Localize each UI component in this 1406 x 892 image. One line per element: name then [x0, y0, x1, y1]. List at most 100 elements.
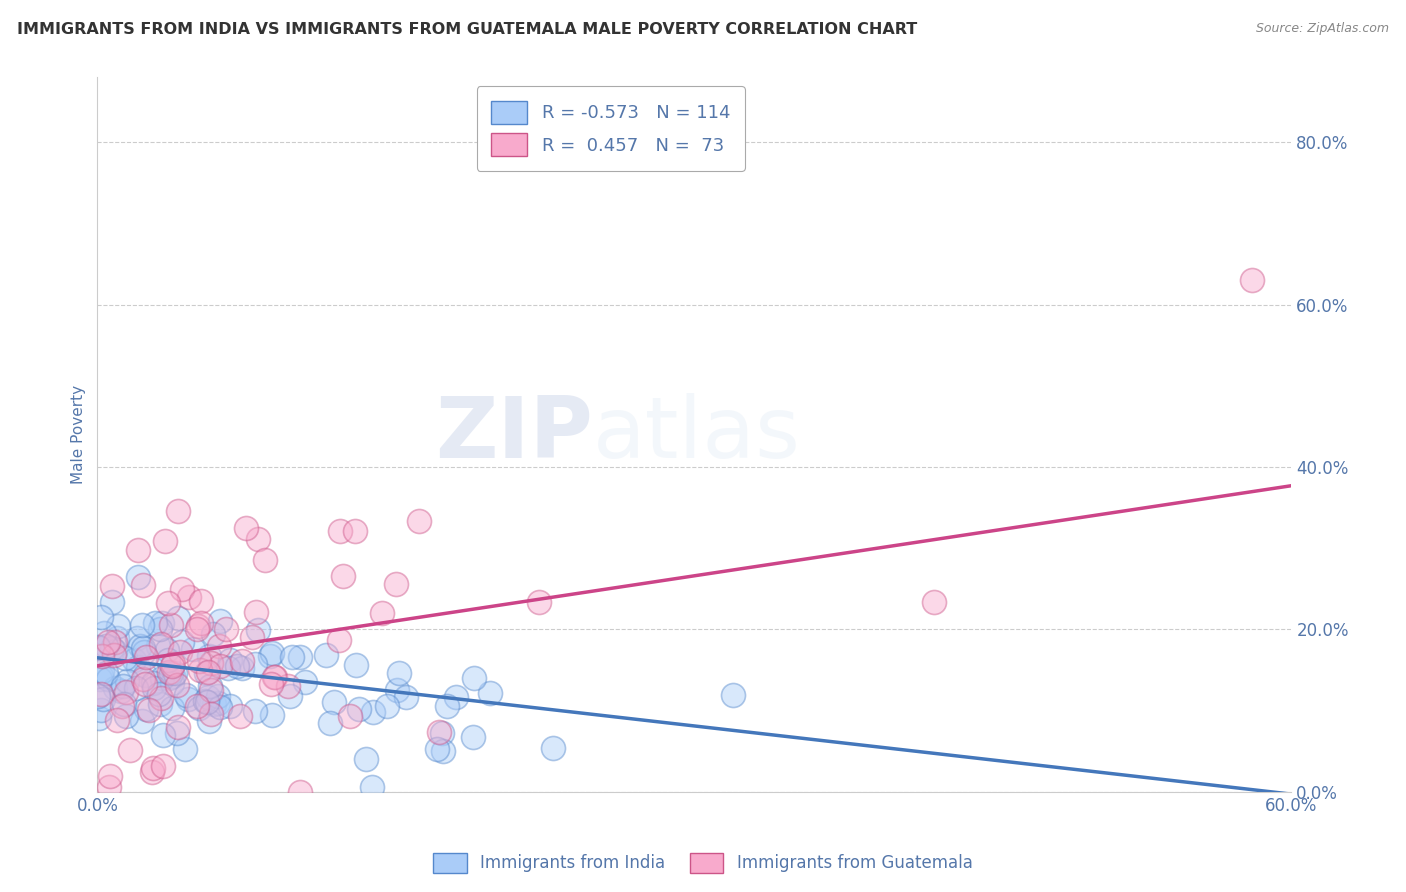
Point [186, 699, 208, 714]
Point [122, 653, 145, 667]
Point [142, 675, 165, 690]
Point [118, 742, 141, 756]
Point [165, 665, 187, 680]
Point [260, 707, 283, 722]
Text: Source: ZipAtlas.com: Source: ZipAtlas.com [1256, 22, 1389, 36]
Point [172, 582, 194, 597]
Point [129, 639, 152, 653]
Point [263, 670, 285, 684]
Point [166, 726, 188, 740]
Point [328, 632, 350, 647]
Point [157, 665, 180, 680]
Point [90, 703, 112, 717]
Point [349, 702, 371, 716]
Point [190, 615, 212, 630]
Point [103, 648, 125, 662]
Point [215, 622, 238, 636]
Point [207, 696, 229, 710]
Point [167, 720, 190, 734]
Point [187, 701, 209, 715]
Point [294, 675, 316, 690]
Point [231, 654, 253, 668]
Point [100, 595, 122, 609]
Text: atlas: atlas [593, 393, 801, 476]
Point [208, 614, 231, 628]
Point [127, 543, 149, 558]
Point [181, 642, 204, 657]
Point [218, 698, 240, 713]
Point [114, 709, 136, 723]
Point [247, 624, 270, 638]
Point [198, 679, 221, 693]
Point [111, 699, 134, 714]
Point [127, 632, 149, 646]
Point [97, 634, 120, 648]
Point [723, 689, 745, 703]
Point [153, 533, 176, 548]
Point [200, 683, 222, 698]
Point [385, 577, 408, 591]
Point [87, 711, 110, 725]
Point [148, 622, 170, 636]
Point [98, 769, 121, 783]
Point [430, 726, 453, 740]
Point [278, 690, 301, 704]
Point [138, 702, 160, 716]
Point [132, 672, 155, 686]
Point [152, 728, 174, 742]
Point [149, 691, 172, 706]
Point [343, 524, 366, 538]
Point [245, 605, 267, 619]
Point [132, 645, 155, 659]
Point [259, 649, 281, 664]
Point [160, 676, 183, 690]
Point [200, 656, 222, 670]
Legend: Immigrants from India, Immigrants from Guatemala: Immigrants from India, Immigrants from G… [426, 847, 980, 880]
Point [135, 702, 157, 716]
Point [188, 663, 211, 677]
Point [152, 759, 174, 773]
Point [90, 669, 112, 683]
Point [344, 657, 367, 672]
Point [329, 524, 352, 538]
Point [361, 780, 384, 794]
Point [186, 623, 208, 637]
Point [105, 632, 128, 646]
Point [107, 619, 129, 633]
Point [315, 648, 337, 662]
Point [148, 687, 170, 701]
Point [202, 697, 225, 711]
Point [260, 677, 283, 691]
Point [170, 634, 193, 648]
Point [243, 704, 266, 718]
Point [87, 640, 110, 654]
Point [91, 648, 114, 663]
Point [194, 665, 217, 680]
Y-axis label: Male Poverty: Male Poverty [72, 385, 86, 484]
Point [187, 654, 209, 668]
Point [243, 657, 266, 671]
Point [195, 694, 218, 708]
Point [277, 679, 299, 693]
Point [247, 533, 270, 547]
Text: IMMIGRANTS FROM INDIA VS IMMIGRANTS FROM GUATEMALA MALE POVERTY CORRELATION CHAR: IMMIGRANTS FROM INDIA VS IMMIGRANTS FROM… [17, 22, 917, 37]
Point [90, 664, 112, 678]
Point [150, 615, 173, 630]
Point [197, 714, 219, 729]
Point [288, 650, 311, 665]
Point [97, 780, 120, 794]
Point [141, 765, 163, 780]
Point [86, 640, 108, 655]
Legend: R = -0.573   N = 114, R =  0.457   N =  73: R = -0.573 N = 114, R = 0.457 N = 73 [477, 87, 745, 170]
Point [104, 634, 127, 648]
Point [90, 610, 112, 624]
Point [125, 681, 148, 695]
Point [97, 672, 120, 686]
Point [166, 677, 188, 691]
Point [148, 640, 170, 654]
Point [1240, 273, 1263, 287]
Point [160, 701, 183, 715]
Point [150, 671, 173, 685]
Point [432, 744, 454, 758]
Point [436, 699, 458, 714]
